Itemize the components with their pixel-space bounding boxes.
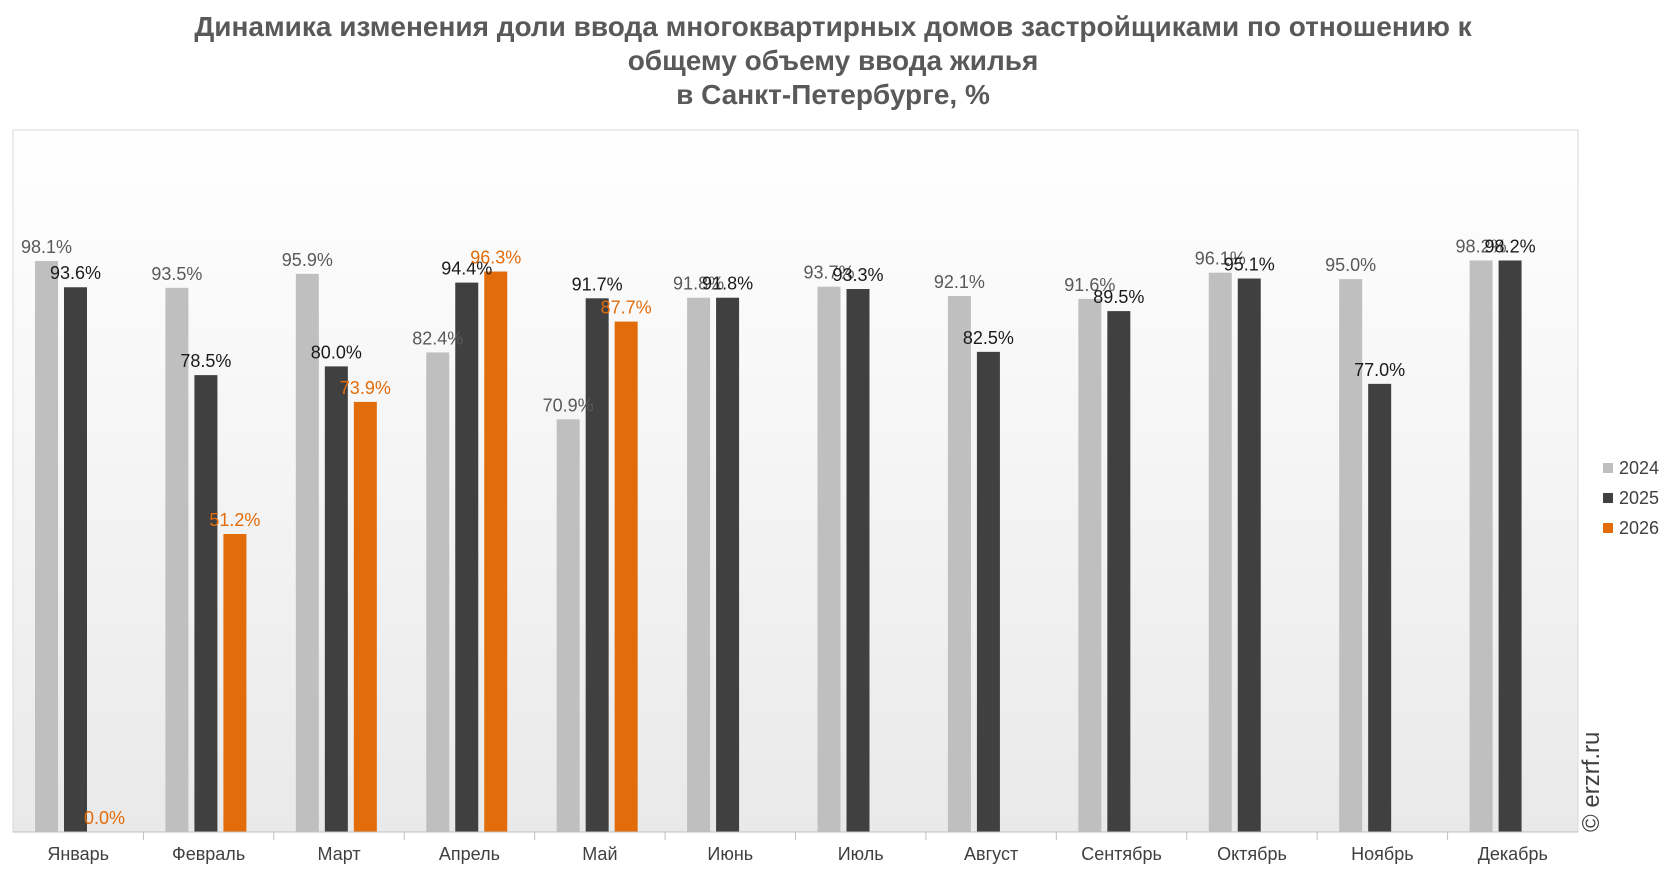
x-tick-label: Апрель — [439, 844, 500, 864]
x-tick-label: Январь — [47, 844, 109, 864]
data-label: 89.5% — [1093, 287, 1144, 307]
data-label: 95.1% — [1224, 255, 1275, 275]
legend: 2024 2025 2026 — [1603, 453, 1659, 543]
data-label: 98.1% — [21, 237, 72, 257]
legend-label-2025: 2025 — [1619, 487, 1660, 508]
bar-2026-2 — [223, 534, 247, 832]
data-label: 70.9% — [543, 395, 594, 415]
credit-watermark: © erzrf.ru — [1578, 731, 1605, 832]
legend-label-2026: 2026 — [1619, 517, 1660, 538]
data-label: 78.5% — [180, 351, 231, 371]
legend-item-2024: 2024 — [1603, 453, 1659, 483]
bar-2025-12 — [1498, 260, 1522, 832]
data-label: 98.2% — [1456, 236, 1507, 256]
legend-swatch-2026 — [1603, 523, 1613, 533]
bar-2024-4 — [426, 352, 450, 832]
bar-2025-1 — [64, 287, 87, 832]
bar-2025-5 — [585, 298, 609, 832]
x-tick-label: Октябрь — [1217, 844, 1287, 864]
chart-title: Динамика изменения доли ввода многокварт… — [0, 10, 1666, 112]
x-tick-label: Август — [964, 844, 1018, 864]
bar-2024-7 — [817, 286, 841, 832]
bar-2025-6 — [716, 297, 740, 832]
legend-swatch-2024 — [1603, 463, 1613, 473]
bar-2024-5 — [556, 419, 580, 832]
data-labels-layer: 98.1% 93.6% 0.0% 93.5% 78.5% 51.2% 95.9% 80.0% 7… — [21, 236, 1536, 828]
data-label: 91.7% — [572, 274, 623, 294]
legend-item-2025: 2025 — [1603, 483, 1659, 513]
data-label: 95.9% — [282, 250, 333, 270]
bar-2024-3 — [295, 273, 319, 832]
bar-2025-10 — [1237, 278, 1261, 832]
bar-2024-11 — [1339, 279, 1363, 833]
data-label: 82.5% — [963, 328, 1014, 348]
x-tick-label: Февраль — [172, 844, 245, 864]
x-tick-label: Ноябрь — [1351, 844, 1413, 864]
bar-2024-12 — [1469, 260, 1493, 832]
legend-swatch-2025 — [1603, 493, 1613, 503]
bar-2025-2 — [194, 375, 218, 832]
bar-2025-8 — [976, 351, 1000, 832]
data-label: 0.0% — [84, 808, 125, 828]
data-label: 73.9% — [340, 378, 391, 398]
bar-2024-2 — [165, 287, 189, 833]
data-label: 82.4% — [412, 328, 463, 348]
x-tick-label: Декабрь — [1478, 844, 1548, 864]
data-label: 95.0% — [1325, 255, 1376, 275]
bar-2025-4 — [455, 282, 479, 832]
legend-label-2024: 2024 — [1619, 457, 1660, 478]
bar-2024-8 — [947, 295, 971, 832]
data-label: 93.7% — [803, 263, 854, 283]
data-label: 93.5% — [151, 264, 202, 284]
data-label: 93.3% — [832, 265, 883, 285]
x-axis: Январь Февраль Март Апрель Май Июнь Июль Август… — [13, 831, 1578, 864]
data-label: 87.7% — [601, 298, 652, 318]
data-label: 94.4% — [441, 259, 492, 279]
data-label: 96.1% — [1195, 249, 1246, 269]
data-label: 92.1% — [934, 272, 985, 292]
x-tick-label: Май — [582, 844, 617, 864]
bar-2024-9 — [1078, 298, 1102, 832]
bar-2025-11 — [1368, 383, 1392, 832]
bar-2024-6 — [687, 297, 711, 832]
data-label: 91.8% — [673, 274, 724, 294]
data-label: 80.0% — [311, 342, 362, 362]
legend-item-2026: 2026 — [1603, 513, 1659, 543]
bar-2026-5 — [614, 321, 638, 832]
chart-title-line-3: в Санкт-Петербурге, % — [676, 79, 990, 110]
x-tick-label: Март — [318, 844, 361, 864]
bar-2025-9 — [1107, 311, 1131, 832]
data-label: 93.6% — [50, 263, 101, 283]
x-tick-label: Июль — [838, 844, 884, 864]
bar-2026-3 — [353, 401, 377, 832]
bar-2024-10 — [1208, 272, 1232, 832]
x-tick-label: Июнь — [707, 844, 753, 864]
data-label: 98.2% — [1485, 236, 1536, 256]
data-label: 91.8% — [702, 274, 753, 294]
bar-2024-1 — [35, 261, 58, 833]
data-label: 91.6% — [1064, 275, 1115, 295]
bar-2025-3 — [324, 366, 348, 832]
data-label: 96.3% — [470, 248, 521, 268]
bar-2026-4 — [484, 271, 508, 832]
plot-area — [12, 129, 1579, 833]
chart-title-line-1: Динамика изменения доли ввода многокварт… — [194, 11, 1472, 42]
data-label: 77.0% — [1354, 360, 1405, 380]
bar-2025-7 — [846, 288, 870, 832]
bars-layer — [35, 260, 1522, 833]
data-label: 51.2% — [209, 510, 260, 530]
chart-title-line-2: общему объему ввода жилья — [627, 45, 1039, 76]
x-tick-label: Сентябрь — [1081, 844, 1162, 864]
